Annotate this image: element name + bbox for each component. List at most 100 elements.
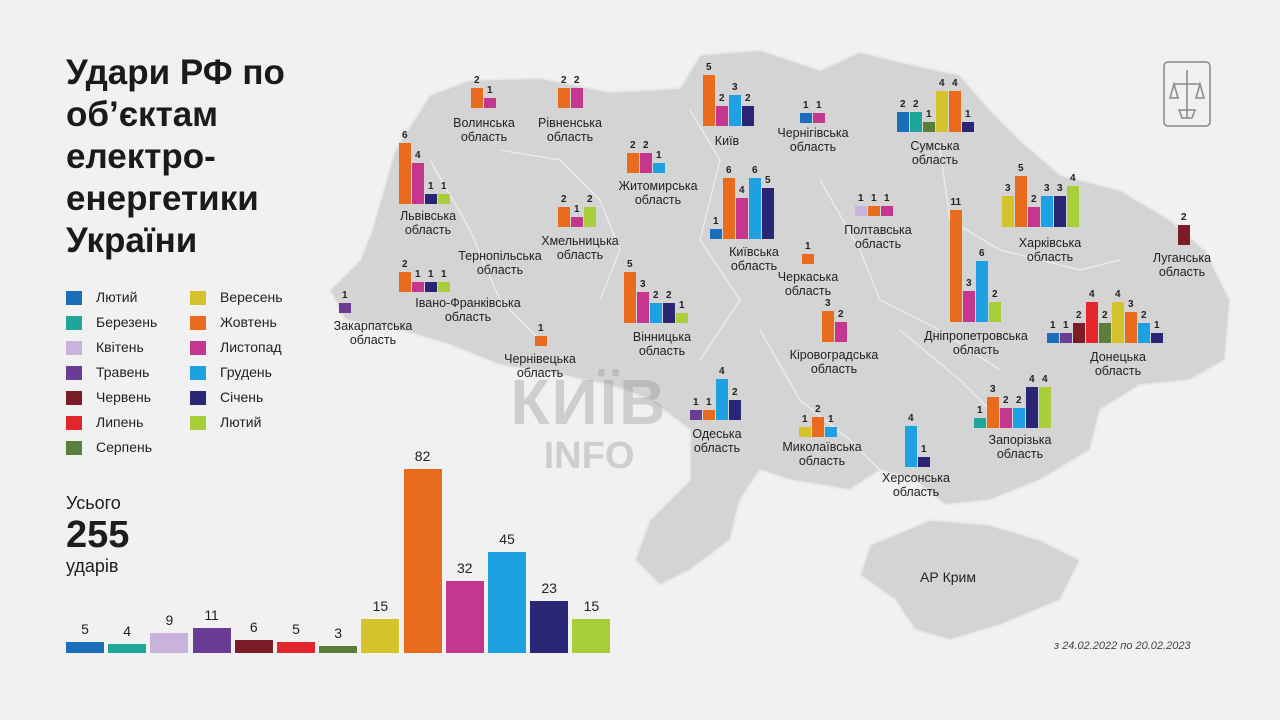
bar-label-kharkiv-m11: 3 xyxy=(1043,183,1050,195)
region-name-mykolaiv: Миколаївська область xyxy=(782,440,861,468)
bar-label-mykolaiv-m9: 2 xyxy=(814,403,821,415)
region-name-line: область xyxy=(556,248,604,262)
bar-label-kharkiv-m8: 3 xyxy=(1004,183,1011,195)
legend-swatch xyxy=(66,291,82,306)
total-bar-label-m12: 23 xyxy=(541,580,557,597)
bar-zaporizhzhia-m2 xyxy=(974,417,986,428)
bar-label-volyn-m9: 2 xyxy=(473,74,480,86)
bar-label-donetsk-m9: 3 xyxy=(1127,299,1134,311)
bar-zaporizhzhia-m12 xyxy=(1026,387,1038,428)
region-name-line: Миколаївська xyxy=(782,440,862,454)
bar-label-sumy-m1: 2 xyxy=(899,98,906,110)
bar-kyiv-oblast-m1 xyxy=(710,228,722,239)
bar-zaporizhzhia-m10 xyxy=(1000,407,1012,428)
bar-zaporizhzhia-m11 xyxy=(1013,407,1025,428)
bar-zhytomyr-m11 xyxy=(653,162,665,173)
bar-label-kherson-m11: 4 xyxy=(907,413,914,425)
total-bar-label-m9: 82 xyxy=(414,447,431,464)
map-borders xyxy=(429,109,1121,471)
legend-label: Лютий xyxy=(96,289,138,305)
region-name-line: область xyxy=(1158,265,1206,279)
bar-donetsk-m9 xyxy=(1125,312,1137,343)
map-mainland xyxy=(328,48,1232,587)
bar-label-dnipropetrovsk-m11: 6 xyxy=(978,247,985,259)
region-name-line: область xyxy=(693,441,741,455)
bar-donetsk-m12 xyxy=(1151,332,1163,343)
total-bar-m8 xyxy=(361,619,400,653)
bar-label-zaporizhzhia-m10: 2 xyxy=(1002,394,1009,406)
bar-zaporizhzhia-m9 xyxy=(987,397,999,428)
bar-label-sumy-m8: 4 xyxy=(938,78,945,90)
region-name-line: Черкаська xyxy=(777,270,839,284)
legend-item-m7: Серпень xyxy=(66,439,152,456)
region-name-odesa: Одеська область xyxy=(692,427,741,455)
region-name-line: Луганська xyxy=(1152,251,1212,265)
bar-label-kharkiv-m13: 4 xyxy=(1069,173,1076,185)
bar-vinnytsia-m9 xyxy=(624,272,636,323)
bar-kyiv-city-m9 xyxy=(703,75,715,126)
bar-sumy-m8 xyxy=(936,91,948,132)
region-name-line: Харківська xyxy=(1018,236,1082,250)
bar-label-khmelnytskyi-m10: 1 xyxy=(573,203,580,215)
bar-label-kyiv-oblast-m12: 5 xyxy=(764,175,771,186)
bar-dnipropetrovsk-m9 xyxy=(950,209,962,322)
region-name-line: Херсонська xyxy=(882,471,950,485)
total-unit: ударів xyxy=(66,556,119,576)
bar-label-ivano-frankivsk-m10: 1 xyxy=(414,268,421,280)
bar-sumy-m12 xyxy=(962,121,974,132)
bar-label-khmelnytskyi-m9: 2 xyxy=(560,193,567,205)
bar-kyiv-city-m10 xyxy=(716,105,728,126)
region-name-kherson: Херсонська область xyxy=(882,471,950,499)
legend-label: Грудень xyxy=(220,364,272,380)
region-name-line: область xyxy=(730,259,778,273)
bar-label-vinnytsia-m9: 5 xyxy=(626,259,633,270)
bar-mykolaiv-m8 xyxy=(799,426,811,437)
legend-label: Лютий xyxy=(220,414,262,430)
bar-zhytomyr-m10 xyxy=(640,152,652,173)
bar-lviv-m13 xyxy=(438,193,450,204)
bar-label-lviv-m13: 1 xyxy=(440,180,447,192)
legend-item-m2: Березень xyxy=(66,314,158,331)
total-bar-label-m5: 6 xyxy=(249,618,258,635)
bar-label-zhytomyr-m9: 2 xyxy=(629,139,636,151)
bar-label-donetsk-m4: 1 xyxy=(1062,319,1069,331)
bar-poltava-m9 xyxy=(868,205,880,216)
bar-mykolaiv-m11 xyxy=(825,426,837,437)
bar-sumy-m2 xyxy=(910,111,922,132)
legend-item-m13: Лютий xyxy=(190,414,262,431)
legend-swatch xyxy=(190,291,206,306)
bar-label-zaporizhzhia-m13: 4 xyxy=(1041,374,1048,386)
bar-label-kirovohrad-m10: 2 xyxy=(837,308,844,320)
bar-label-vinnytsia-m11: 2 xyxy=(652,289,659,301)
bar-chernihiv-m10 xyxy=(813,112,825,123)
region-name-zhytomyr: Житомирська область xyxy=(618,179,697,207)
legend-label: Червень xyxy=(96,389,151,405)
bar-donetsk-m6 xyxy=(1086,302,1098,343)
bar-rivne-m9 xyxy=(558,87,570,108)
legend-label: Березень xyxy=(96,314,158,330)
legend-swatch xyxy=(66,341,82,356)
bar-label-zaporizhzhia-m9: 3 xyxy=(989,384,996,396)
bar-vinnytsia-m12 xyxy=(663,302,675,323)
bar-kharkiv-m12 xyxy=(1054,196,1066,227)
bar-donetsk-m1 xyxy=(1047,332,1059,343)
bar-vinnytsia-m13 xyxy=(676,312,688,323)
bar-label-poltava-m9: 1 xyxy=(870,192,877,204)
bar-kharkiv-m10 xyxy=(1028,206,1040,227)
region-name-line: область xyxy=(1094,364,1142,378)
region-name-sumy: Сумська область xyxy=(910,139,959,167)
bar-donetsk-m4 xyxy=(1060,332,1072,343)
bar-label-donetsk-m1: 1 xyxy=(1049,319,1056,331)
region-name-volyn: Волинська область xyxy=(453,116,515,144)
bar-lviv-m10 xyxy=(412,163,424,204)
region-name-line: Донецька xyxy=(1090,350,1146,364)
bar-volyn-m9 xyxy=(471,87,483,108)
region-name-cherkasy: Черкаська область xyxy=(778,270,838,298)
region-name-zaporizhzhia: Запорізька область xyxy=(989,433,1052,461)
bar-label-chernivtsi-m9: 1 xyxy=(537,322,544,334)
total-bar-m10 xyxy=(445,581,484,653)
crimea-label: АР Крим xyxy=(920,569,976,585)
bar-sumy-m1 xyxy=(897,111,909,132)
legend-swatch xyxy=(66,316,82,331)
region-name-rivne: Рівненська область xyxy=(538,116,602,144)
